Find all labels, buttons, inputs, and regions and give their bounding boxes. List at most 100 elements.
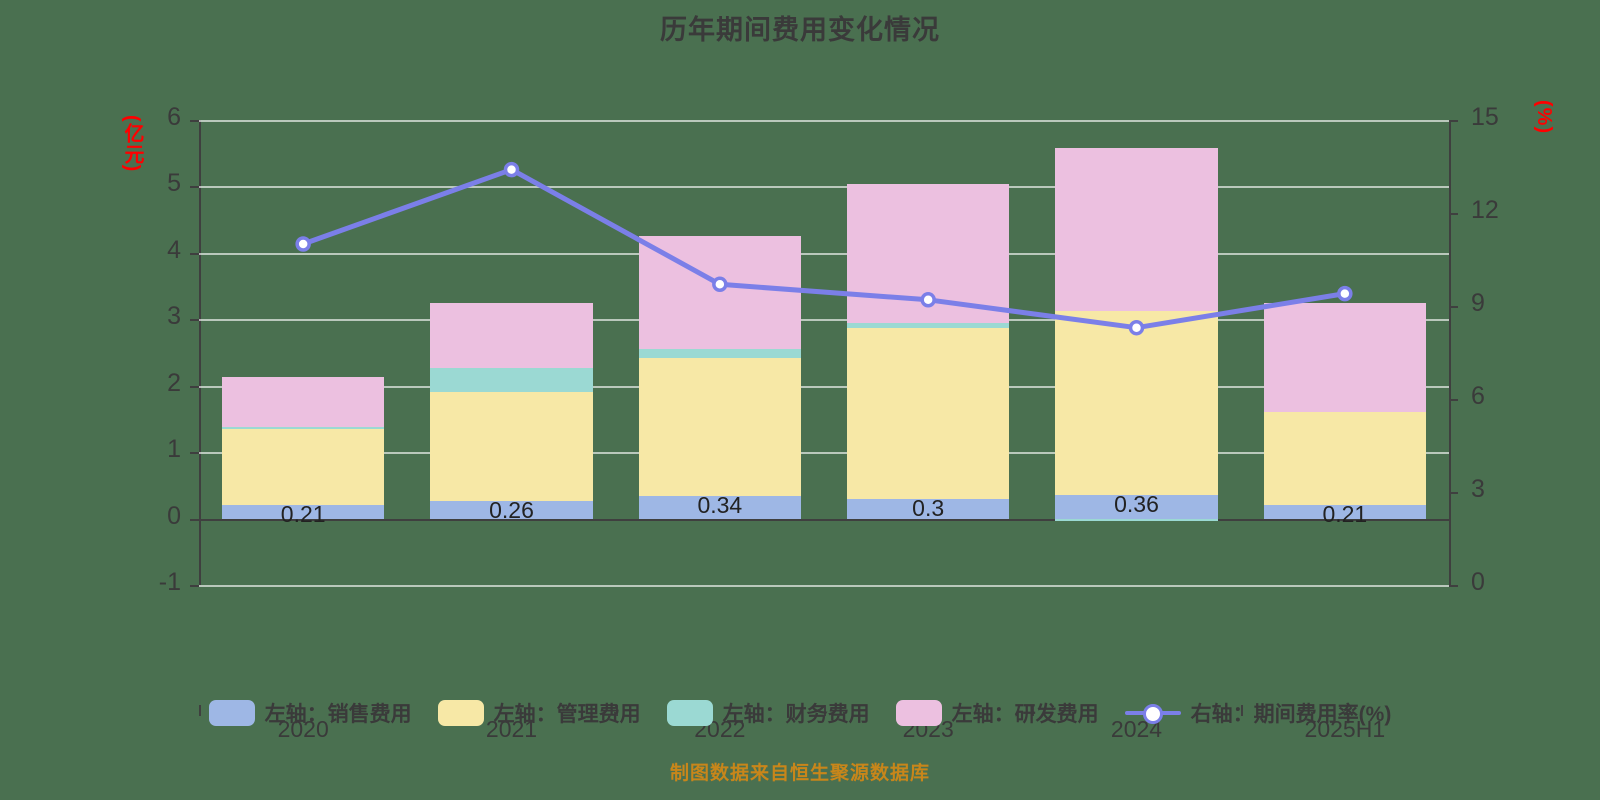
bar-segment[interactable] — [221, 377, 385, 427]
bar-segment[interactable] — [638, 348, 802, 358]
left-axis-tick — [190, 585, 199, 587]
x-axis-tick-label: 2020 — [277, 716, 329, 742]
gridline — [199, 319, 1449, 322]
left-axis-tick — [190, 518, 199, 521]
bar-segment[interactable] — [1055, 147, 1218, 311]
bar-segment[interactable] — [638, 357, 802, 496]
left-axis-tick — [190, 252, 199, 255]
gridline — [199, 452, 1449, 455]
legend-item[interactable]: 左轴：销售费用 — [208, 698, 412, 728]
legend-item[interactable]: 左轴：管理费用 — [437, 698, 641, 728]
left-axis-line — [199, 120, 201, 585]
legend-swatch-icon — [437, 700, 484, 726]
bar-value-label: 0.21 — [280, 500, 326, 527]
x-axis-tick — [1032, 705, 1035, 716]
gridline — [199, 385, 1449, 388]
bar-segment[interactable] — [846, 183, 1010, 323]
left-axis-tick-label: 4 — [167, 235, 181, 264]
bar-segment[interactable] — [1055, 310, 1218, 495]
left-axis-tick-label: 2 — [167, 368, 181, 397]
bar-value-label: 0.26 — [489, 497, 534, 524]
right-axis-tick — [1449, 306, 1458, 308]
bar-segment[interactable] — [221, 428, 385, 505]
line-marker[interactable] — [295, 236, 311, 252]
legend-swatch-icon — [895, 700, 942, 726]
x-axis-tick — [1240, 705, 1243, 716]
right-axis-tick — [1449, 213, 1458, 215]
left-axis-tick — [190, 319, 199, 322]
bar-segment[interactable] — [430, 302, 593, 368]
legend-label: 左轴：管理费用 — [493, 703, 641, 726]
left-axis-unit-label: (亿元) — [121, 115, 143, 173]
chart-legend: 左轴：销售费用 左轴：管理费用 左轴：财务费用 左轴：研发费用 右轴：期间费用率(%) — [0, 698, 1600, 728]
legend-label: 左轴：销售费用 — [264, 703, 412, 726]
right-axis-tick-label: 15 — [1471, 103, 1499, 131]
left-axis-tick-label: 5 — [167, 169, 181, 198]
gridline — [199, 186, 1449, 189]
left-axis-tick-label: 3 — [167, 302, 181, 331]
legend-swatch-icon — [666, 700, 713, 726]
right-axis-tick — [1449, 585, 1458, 587]
right-axis-tick — [1449, 492, 1458, 494]
right-axis-tick-label: 9 — [1471, 289, 1485, 317]
bar-segment[interactable] — [430, 501, 593, 519]
legend-item[interactable]: 左轴：研发费用 — [895, 698, 1099, 728]
right-axis-tick-label: 0 — [1471, 568, 1485, 596]
chart-title: 历年期间费用变化情况 — [660, 15, 940, 45]
bar-segment[interactable] — [638, 235, 802, 349]
left-axis-tick — [190, 186, 199, 189]
zero-line — [199, 518, 1449, 521]
left-axis-tick — [190, 385, 199, 388]
line-marker[interactable] — [503, 161, 520, 178]
bar-segment[interactable] — [1055, 518, 1218, 521]
bar-segment[interactable] — [846, 322, 1010, 328]
bar-segment[interactable] — [430, 367, 593, 393]
left-axis-tick — [190, 452, 199, 455]
bar-segment[interactable] — [1055, 494, 1218, 519]
legend-label: 右轴：期间费用率(%) — [1190, 703, 1392, 726]
expense-ratio-line — [295, 161, 1353, 336]
bar-segment[interactable] — [1263, 412, 1427, 505]
legend-line-marker-icon — [1124, 700, 1181, 726]
bar-segment[interactable] — [638, 495, 802, 519]
right-axis-line — [1449, 120, 1451, 585]
legend-item[interactable]: 左轴：财务费用 — [666, 698, 870, 728]
bar-value-label: 0.3 — [912, 494, 945, 521]
bar-value-label: 0.21 — [1322, 500, 1368, 527]
x-axis-tick — [615, 705, 618, 716]
right-axis-tick — [1449, 120, 1458, 122]
legend-label: 左轴：研发费用 — [951, 703, 1099, 726]
left-axis-tick-label: 1 — [167, 435, 181, 464]
bar-value-label: 0.36 — [1114, 490, 1159, 517]
legend-label: 左轴：财务费用 — [722, 703, 870, 726]
plot-area: 6 5 4 3 2 1 0 -1 15 12 9 6 3 0 0.21 0.26 0.34 0.3 0.36 0.… — [159, 103, 1499, 742]
bar-segment[interactable] — [1263, 302, 1427, 413]
bar-segment[interactable] — [221, 504, 385, 519]
chart-footer-note: 制图数据来自恒生聚源数据库 — [669, 763, 930, 784]
legend-swatch-icon — [208, 700, 255, 726]
bar-value-label: 0.34 — [697, 491, 743, 518]
right-axis-tick-label: 6 — [1471, 382, 1485, 410]
bar-segment[interactable] — [221, 426, 385, 429]
line-marker[interactable] — [1337, 285, 1353, 302]
gridline — [199, 252, 1449, 255]
legend-item[interactable]: 右轴：期间费用率(%) — [1124, 698, 1392, 728]
left-axis-tick-label: -1 — [158, 568, 181, 596]
bar-segment[interactable] — [430, 392, 593, 502]
bar-segment[interactable] — [846, 327, 1010, 499]
right-axis-tick — [1449, 399, 1458, 401]
x-axis-tick — [199, 705, 201, 716]
left-axis-tick-label: 0 — [167, 501, 181, 530]
right-axis-tick-label: 12 — [1471, 196, 1499, 224]
bar-segment[interactable] — [846, 498, 1010, 519]
gridline — [199, 120, 1449, 122]
x-axis-tick — [407, 705, 410, 716]
x-axis-tick — [824, 705, 826, 716]
left-axis-tick — [190, 120, 199, 122]
x-axis-tick-label: 2025H1 — [1304, 716, 1386, 742]
right-axis-unit-label: (%) — [1533, 100, 1555, 135]
bar-segment[interactable] — [1263, 504, 1427, 519]
gridline — [199, 585, 1449, 587]
left-axis-tick-label: 6 — [167, 103, 181, 131]
